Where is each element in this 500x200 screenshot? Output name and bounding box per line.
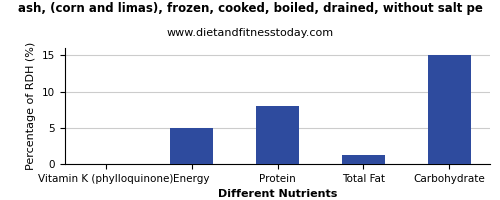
Bar [342, 155, 385, 164]
Y-axis label: Percentage of RDH (%): Percentage of RDH (%) [26, 42, 36, 170]
Text: ash, (corn and limas), frozen, cooked, boiled, drained, without salt pe: ash, (corn and limas), frozen, cooked, b… [18, 2, 482, 15]
X-axis label: Different Nutrients: Different Nutrients [218, 189, 337, 199]
Bar [428, 55, 470, 164]
Bar [170, 128, 213, 164]
Text: www.dietandfitnesstoday.com: www.dietandfitnesstoday.com [166, 28, 334, 38]
Bar [256, 106, 299, 164]
